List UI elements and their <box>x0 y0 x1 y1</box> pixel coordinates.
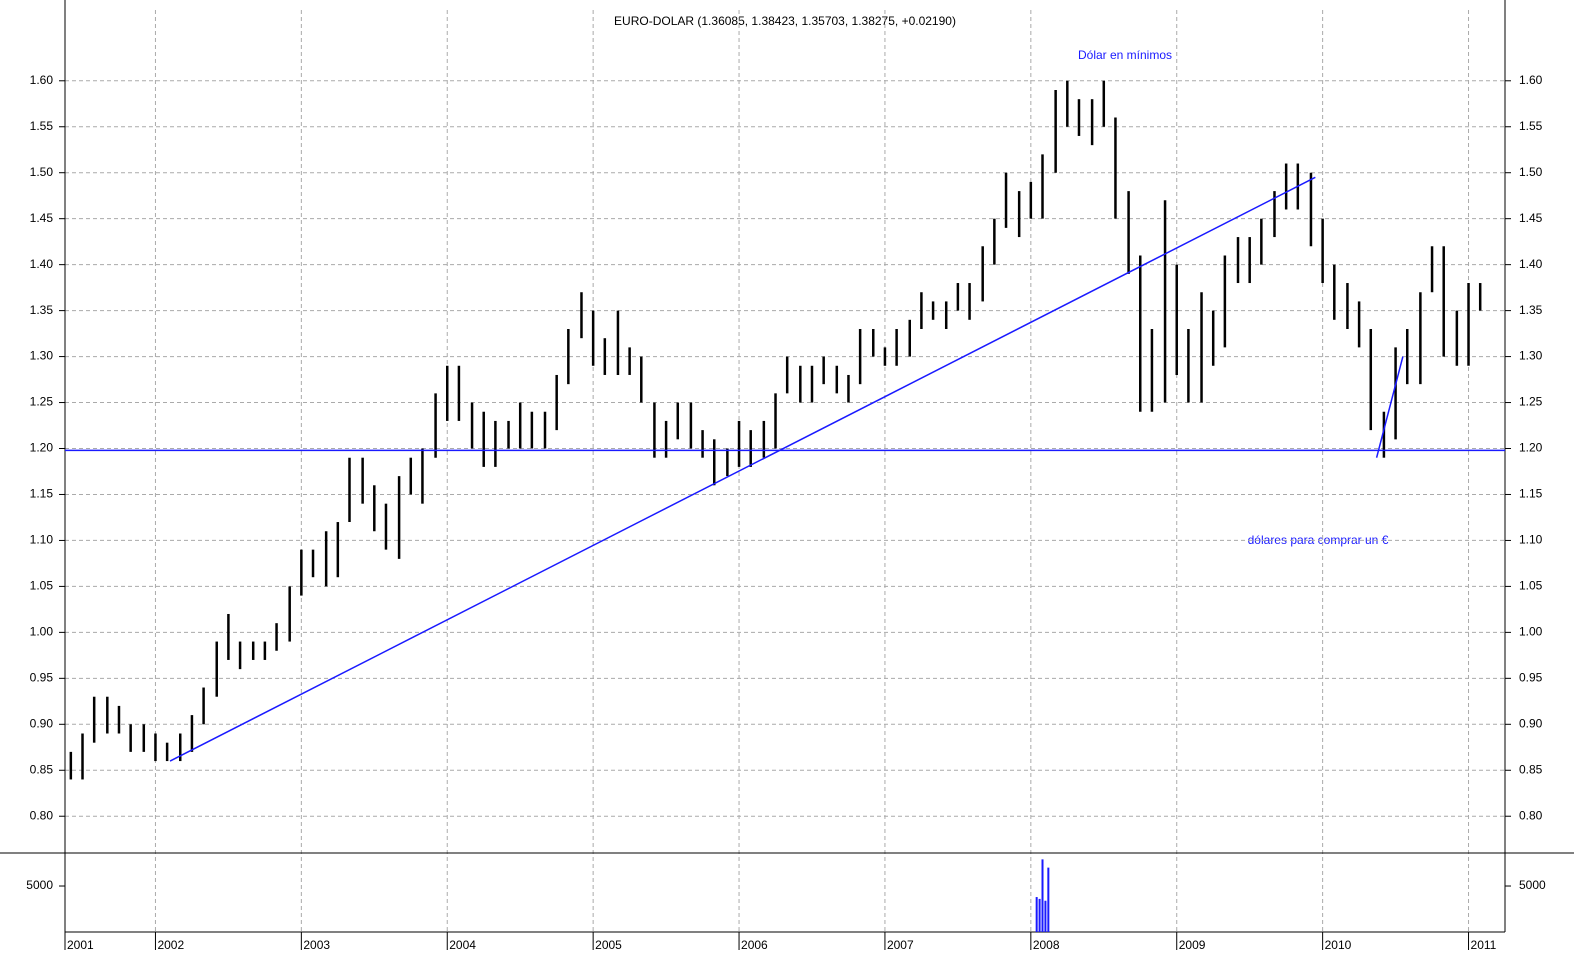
y2-tick-label: 1.30 <box>1519 349 1543 363</box>
x-tick-label: 2006 <box>741 938 768 952</box>
x-tick-label: 2002 <box>157 938 184 952</box>
x-tick-label: 2003 <box>303 938 330 952</box>
x-tick-label: 2010 <box>1325 938 1352 952</box>
y-tick-label: 0.95 <box>30 671 54 685</box>
y2-tick-label: 1.45 <box>1519 211 1543 225</box>
y-tick-label: 0.80 <box>30 808 54 822</box>
x-tick-label: 2005 <box>595 938 622 952</box>
volume-tick-label: 5000 <box>1519 878 1546 892</box>
y-tick-label: 1.25 <box>30 395 54 409</box>
y-tick-label: 1.30 <box>30 349 54 363</box>
y2-tick-label: 1.15 <box>1519 487 1543 501</box>
y-tick-label: 1.00 <box>30 625 54 639</box>
x-tick-label: 2007 <box>887 938 914 952</box>
annotation: Dólar en mínimos <box>1078 48 1172 62</box>
y2-tick-label: 0.85 <box>1519 762 1543 776</box>
y2-tick-label: 1.00 <box>1519 625 1543 639</box>
y-tick-label: 1.45 <box>30 211 54 225</box>
y-tick-label: 1.05 <box>30 579 54 593</box>
y2-tick-label: 1.50 <box>1519 165 1543 179</box>
y2-tick-label: 1.55 <box>1519 119 1543 133</box>
y-tick-label: 1.20 <box>30 441 54 455</box>
trend-line <box>1375 356 1404 458</box>
y-tick-label: 1.50 <box>30 165 54 179</box>
y2-tick-label: 0.90 <box>1519 716 1543 730</box>
y2-tick-label: 1.05 <box>1519 579 1543 593</box>
y-tick-label: 0.90 <box>30 716 54 730</box>
y2-tick-label: 1.35 <box>1519 303 1543 317</box>
y2-tick-label: 1.60 <box>1519 73 1543 87</box>
y2-tick-label: 1.20 <box>1519 441 1543 455</box>
y2-tick-label: 1.10 <box>1519 533 1543 547</box>
y-tick-label: 1.55 <box>30 119 54 133</box>
trend-line <box>169 176 1316 762</box>
x-tick-label: 2009 <box>1179 938 1206 952</box>
y2-tick-label: 0.80 <box>1519 808 1543 822</box>
chart-title: EURO-DOLAR (1.36085, 1.38423, 1.35703, 1… <box>614 14 956 28</box>
y-tick-label: 1.10 <box>30 533 54 547</box>
y-tick-label: 1.15 <box>30 487 54 501</box>
y-tick-label: 1.60 <box>30 73 54 87</box>
y2-tick-label: 1.25 <box>1519 395 1543 409</box>
y-tick-label: 1.40 <box>30 257 54 271</box>
volume-tick-label: 5000 <box>26 878 53 892</box>
y-tick-label: 1.35 <box>30 303 54 317</box>
x-tick-label: 2011 <box>1471 938 1497 952</box>
x-tick-label: 2008 <box>1033 938 1060 952</box>
y-tick-label: 0.85 <box>30 762 54 776</box>
x-tick-label: 2001 <box>67 938 94 952</box>
y2-tick-label: 0.95 <box>1519 671 1543 685</box>
x-tick-label: 2004 <box>449 938 476 952</box>
y2-tick-label: 1.40 <box>1519 257 1543 271</box>
